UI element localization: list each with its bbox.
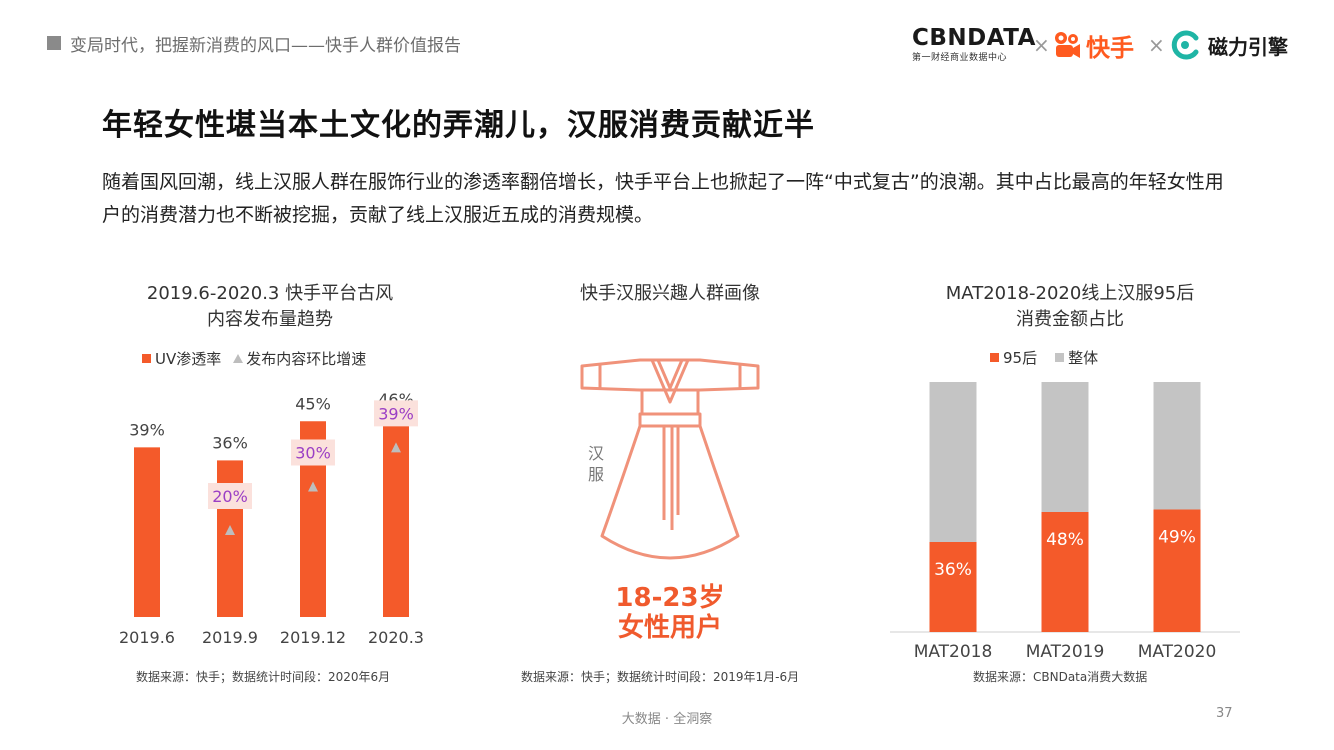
legend-label-95: 95后 — [1003, 349, 1038, 367]
kuaishou-wordmark: 快手 — [1086, 33, 1134, 62]
chart2-title: MAT2018-2020线上汉服95后 消费金额占比 — [900, 281, 1240, 333]
post95-bar-label: 48% — [1046, 530, 1084, 550]
x-tick-label: MAT2019 — [1026, 642, 1105, 662]
legend-label-growth: 发布内容环比增速 — [246, 350, 367, 368]
post95-bar-segment — [1041, 512, 1089, 632]
cbndata-wordmark: CBNDATA — [912, 25, 1036, 51]
overall-bar-segment — [1041, 382, 1089, 512]
deck-title: 变局时代，把握新消费的风口——快手人群价值报告 — [70, 36, 461, 56]
legend-swatch-95 — [990, 353, 999, 362]
chart1-plot: 39%2019.636%2019.920%45%2019.1230%46%202… — [119, 390, 424, 647]
uv-bar — [134, 447, 160, 617]
x-tick-label: 2019.12 — [280, 628, 346, 647]
uv-bar-label: 36% — [212, 433, 248, 452]
growth-triangle — [391, 442, 401, 453]
chart1-title: 2019.6-2020.3 快手平台古风 内容发布量趋势 — [100, 281, 440, 333]
growth-triangle — [225, 525, 235, 535]
chart2-legend: 95后 整体 — [990, 347, 1098, 368]
chart1-source: 数据来源：快手；数据统计时间段：2020年6月 — [136, 670, 391, 684]
legend-label-overall: 整体 — [1068, 349, 1099, 367]
page-number: 37 — [1216, 706, 1233, 721]
post95-bar-label: 49% — [1158, 528, 1196, 548]
growth-label: 39% — [378, 404, 414, 423]
chart2-plot: 36% MAT2018 48% MAT2019 49% MAT2020 — [890, 382, 1240, 662]
portrait-gender-label: 女性用户 — [617, 613, 722, 643]
overall-bar-segment — [929, 382, 977, 542]
growth-label: 30% — [295, 444, 331, 463]
legend-label-uv: UV渗透率 — [155, 350, 222, 368]
footer-slogan: 大数据 · 全洞察 — [621, 712, 713, 727]
x-tick-label: 2019.6 — [119, 628, 175, 647]
x-tick-label: MAT2020 — [1138, 642, 1217, 662]
x-tick-label: 2020.3 — [368, 628, 424, 647]
portrait-age: 18-23岁 — [615, 583, 725, 613]
hanfu-label-char1: 汉 — [588, 444, 605, 463]
hanfu-illustration — [580, 358, 760, 560]
post95-bar-segment — [1153, 509, 1201, 632]
slide-title: 年轻女性堪当本土文化的弄潮儿，汉服消费贡献近半 — [102, 108, 815, 143]
x-tick-label: 2019.9 — [202, 628, 258, 647]
overall-bar-segment — [1153, 382, 1201, 510]
kuaishou-logo: 快手 — [1052, 22, 1134, 68]
x-tick-label: MAT2018 — [914, 642, 993, 662]
growth-label-box — [208, 483, 252, 509]
cbndata-logo: CBNDATA 第一财经商业数据中心 — [912, 22, 1036, 68]
chart1-title-line1: 2019.6-2020.3 快手平台古风 — [146, 283, 394, 304]
uv-bar-label: 45% — [295, 394, 331, 413]
kuaishou-icon — [1055, 32, 1080, 58]
cili-wordmark: 磁力引擎 — [1208, 34, 1288, 59]
legend-swatch-overall — [1055, 353, 1065, 362]
slide-body: 随着国风回潮，线上汉服人群在服饰行业的渗透率翻倍增长，快手平台上也掀起了一阵“中… — [102, 171, 1224, 226]
uv-bar-label: 39% — [129, 420, 165, 439]
growth-label-box — [291, 439, 335, 466]
logo-separator: × — [1033, 33, 1050, 57]
chart2-title-line1: MAT2018-2020线上汉服95后 — [945, 283, 1195, 304]
chart2-source: 数据来源：CBNData消费大数据 — [973, 670, 1148, 684]
cili-icon — [1171, 30, 1199, 60]
header-marker — [47, 36, 61, 50]
legend-swatch-uv — [142, 354, 151, 363]
portrait-source: 数据来源：快手；数据统计时间段：2019年1月-6月 — [521, 670, 800, 684]
growth-triangle — [308, 481, 318, 492]
hanfu-label-char2: 服 — [588, 465, 605, 484]
portrait-title: 快手汉服兴趣人群画像 — [580, 283, 760, 304]
growth-label: 20% — [212, 487, 248, 506]
logo-separator-2: × — [1148, 33, 1165, 57]
post95-bar-segment — [929, 542, 977, 632]
chart1-title-line2: 内容发布量趋势 — [207, 309, 333, 330]
legend-triangle-icon — [233, 354, 244, 363]
growth-label-box — [374, 400, 418, 427]
post95-bar-label: 36% — [934, 560, 972, 580]
cili-logo: 磁力引擎 — [1168, 22, 1288, 68]
cbndata-subtitle: 第一财经商业数据中心 — [912, 53, 1008, 63]
chart1-legend: UV渗透率 发布内容环比增速 — [142, 348, 366, 369]
chart2-title-line2: 消费金额占比 — [1016, 309, 1124, 330]
